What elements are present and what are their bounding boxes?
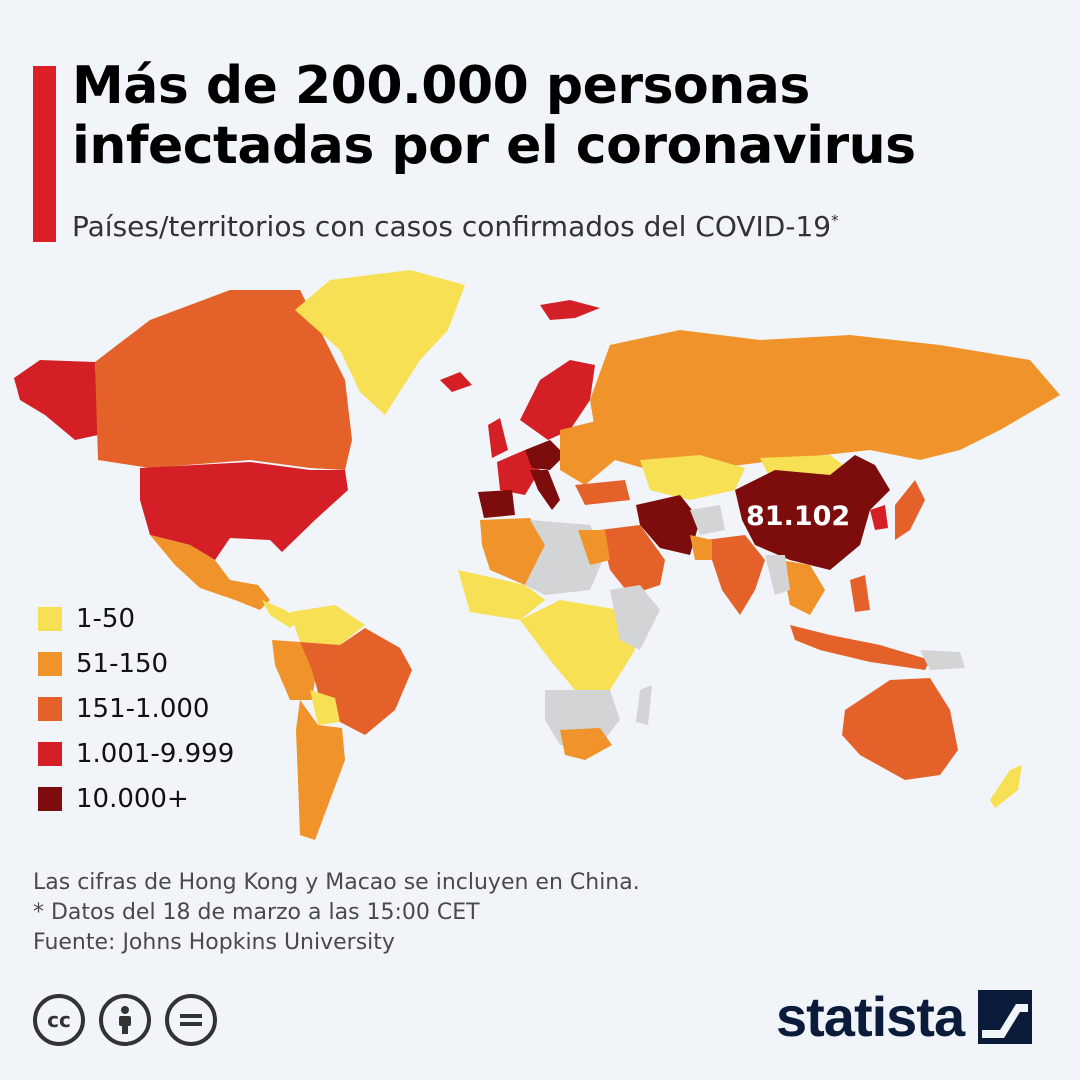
title-line-1: Más de 200.000 personas [72,56,810,116]
region-central-america [262,600,300,628]
equals-icon [180,1014,202,1026]
legend-item: 51-150 [38,641,234,686]
region-usa [140,462,348,560]
license-icons: cc [33,994,217,1046]
region-west-africa [458,570,545,620]
region-east-africa [610,585,660,650]
region-japan [895,480,925,540]
title-line-2: infectadas por el coronavirus [72,116,916,176]
statista-logo-icon [978,989,1033,1044]
region-iceland [440,372,472,392]
region-afghanistan [690,505,725,535]
region-new-zealand [990,765,1022,808]
region-pakistan [690,535,712,560]
cc-text: cc [47,1008,71,1032]
note-date: * Datos del 18 de marzo a las 15:00 CET [33,900,480,925]
region-myanmar [765,555,790,595]
legend-item: 1.001-9.999 [38,731,234,776]
region-china [735,455,890,570]
legend-item: 1-50 [38,596,234,641]
legend-swatch [38,741,62,766]
region-korea [870,505,888,530]
region-australia [842,678,958,780]
accent-bar [33,66,56,242]
legend-swatch [38,786,62,811]
region-mexico [150,535,270,610]
region-kazakhstan [640,455,745,500]
region-bolivia [310,690,340,725]
legend-label: 51-150 [76,648,169,679]
subtitle-footnote-mark: * [831,211,839,230]
region-russia [590,330,1060,470]
region-southeast-asia [780,560,825,615]
statista-wordmark: statista [776,985,965,1048]
china-value-label: 81.102 [746,501,851,532]
region-canada [95,290,352,470]
region-scandinavia [520,360,595,440]
region-spain [478,490,515,518]
no-derivatives-icon[interactable] [165,994,217,1046]
region-alaska [14,360,98,440]
region-egypt [578,530,610,565]
creative-commons-icon[interactable]: cc [33,994,85,1046]
region-central-europe [525,440,565,470]
person-icon [119,1006,131,1034]
subtitle: Países/territorios con casos confirmados… [72,210,839,243]
region-india [705,535,765,615]
legend: 1-50 51-150 151-1.000 1.001-9.999 10.000… [38,596,234,821]
legend-label: 151-1.000 [76,693,210,724]
region-france [497,450,540,495]
legend-swatch [38,696,62,721]
region-indonesia [790,625,930,670]
note-source: Fuente: Johns Hopkins University [33,930,395,955]
legend-item: 151-1.000 [38,686,234,731]
region-iran [636,495,700,555]
legend-label: 10.000+ [76,783,189,814]
statista-brand[interactable]: statista [776,984,1033,1049]
legend-label: 1.001-9.999 [76,738,235,769]
subtitle-text: Países/territorios con casos confirmados… [72,210,832,243]
footnotes: Las cifras de Hong Kong y Macao se inclu… [33,868,640,958]
legend-label: 1-50 [76,603,136,634]
region-north-africa [480,518,545,585]
region-svalbard [540,300,600,320]
region-papua [920,650,965,670]
region-arabia [600,525,665,595]
region-central-africa [520,600,635,690]
attribution-icon[interactable] [99,994,151,1046]
region-chile-argentina [296,700,345,840]
region-italy [530,470,560,510]
region-greenland [295,270,465,415]
region-turkey [575,480,630,505]
world-map [14,270,1060,840]
region-philippines [850,575,870,612]
region-south-africa [560,728,612,760]
legend-swatch [38,651,62,676]
page-title: Más de 200.000 personas infectadas por e… [72,56,916,176]
region-uk [488,418,508,458]
legend-item: 10.000+ [38,776,234,821]
region-colombia-venezuela [290,605,365,645]
legend-swatch [38,606,62,631]
region-madagascar [636,685,652,725]
note-hong-kong-macao: Las cifras de Hong Kong y Macao se inclu… [33,870,640,895]
